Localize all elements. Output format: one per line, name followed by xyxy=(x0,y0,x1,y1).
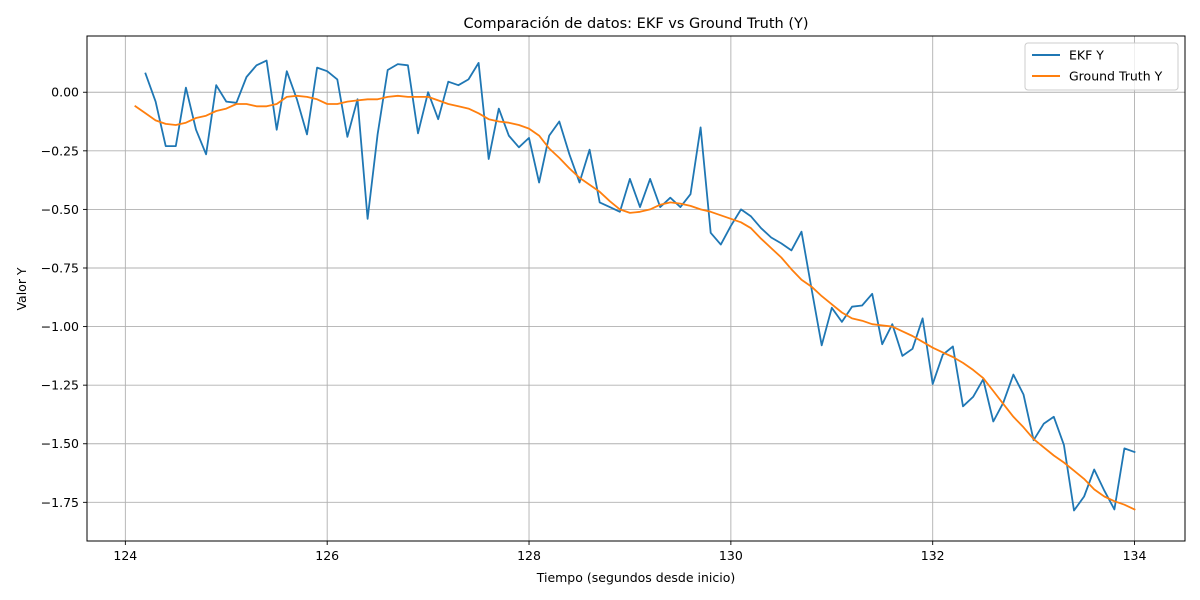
x-tick-label: 134 xyxy=(1123,548,1147,563)
x-tick-label: 130 xyxy=(719,548,743,563)
y-tick-label: −0.50 xyxy=(41,202,79,217)
x-tick-label: 126 xyxy=(315,548,339,563)
x-tick-label: 128 xyxy=(517,548,541,563)
y-tick-label: −1.00 xyxy=(41,319,79,334)
series-lines xyxy=(134,59,1136,512)
y-tick-label: −0.75 xyxy=(41,260,79,275)
y-tick-label: −1.25 xyxy=(41,378,79,393)
x-tick-label: 132 xyxy=(921,548,945,563)
y-tick-label: −1.50 xyxy=(41,436,79,451)
y-tick-label: −1.75 xyxy=(41,495,79,510)
x-axis-label: Tiempo (segundos desde inicio) xyxy=(536,570,736,585)
legend-label-ground-truth-y: Ground Truth Y xyxy=(1069,69,1163,84)
legend-box xyxy=(1024,42,1179,91)
grid-lines xyxy=(87,36,1185,541)
y-axis-ticks: 0.00 −0.25 −0.50 −0.75 −1.00 −1.25 −1.50 −1.75 xyxy=(41,85,87,510)
legend-label-ekf-y: EKF Y xyxy=(1069,48,1104,63)
y-axis-label: Valor Y xyxy=(14,267,29,310)
y-tick-label: −0.25 xyxy=(41,143,79,158)
x-tick-label: 124 xyxy=(113,548,137,563)
chart-title: Comparación de datos: EKF vs Ground Trut… xyxy=(464,16,809,32)
legend: EKF Y Ground Truth Y xyxy=(1024,42,1179,91)
series-line-ground-truth-y xyxy=(134,94,1136,511)
plot-area-frame xyxy=(86,35,1186,542)
x-axis-ticks: 124 126 128 130 132 134 xyxy=(113,541,1147,563)
series-line-ekf-y xyxy=(144,59,1136,512)
y-tick-label: 0.00 xyxy=(51,85,79,100)
